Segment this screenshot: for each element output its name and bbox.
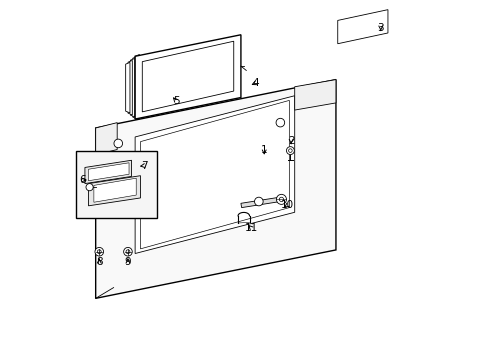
Text: 6: 6 [79, 175, 85, 185]
Polygon shape [128, 60, 132, 115]
Polygon shape [96, 123, 117, 155]
Text: 8: 8 [96, 257, 102, 267]
Circle shape [126, 250, 130, 254]
Polygon shape [135, 35, 241, 119]
Circle shape [114, 139, 122, 148]
Text: 10: 10 [281, 200, 293, 210]
Text: 5: 5 [173, 96, 179, 106]
Text: 9: 9 [124, 257, 131, 267]
Circle shape [279, 197, 283, 202]
Polygon shape [140, 100, 289, 249]
Text: 2: 2 [287, 136, 294, 145]
Text: 4: 4 [251, 78, 258, 88]
Circle shape [115, 176, 124, 184]
Polygon shape [135, 96, 294, 253]
Polygon shape [241, 197, 280, 208]
Circle shape [97, 250, 101, 254]
Polygon shape [337, 10, 387, 44]
Polygon shape [130, 58, 134, 117]
Text: 3: 3 [377, 23, 383, 33]
Circle shape [286, 147, 294, 154]
Polygon shape [88, 163, 129, 181]
Polygon shape [142, 41, 233, 112]
Circle shape [276, 194, 286, 204]
Polygon shape [132, 57, 137, 119]
Bar [76, 151, 156, 218]
Polygon shape [294, 80, 335, 110]
Circle shape [254, 197, 263, 206]
Polygon shape [88, 176, 140, 206]
Circle shape [86, 184, 93, 191]
Circle shape [95, 247, 103, 256]
Polygon shape [125, 62, 130, 113]
Polygon shape [94, 178, 136, 202]
Text: 7: 7 [141, 161, 147, 171]
Circle shape [276, 118, 284, 127]
Polygon shape [96, 80, 335, 298]
Text: 1: 1 [261, 144, 267, 154]
Text: 11: 11 [244, 224, 258, 233]
Circle shape [288, 149, 292, 152]
Polygon shape [85, 160, 131, 184]
Polygon shape [135, 54, 139, 121]
Circle shape [123, 247, 132, 256]
